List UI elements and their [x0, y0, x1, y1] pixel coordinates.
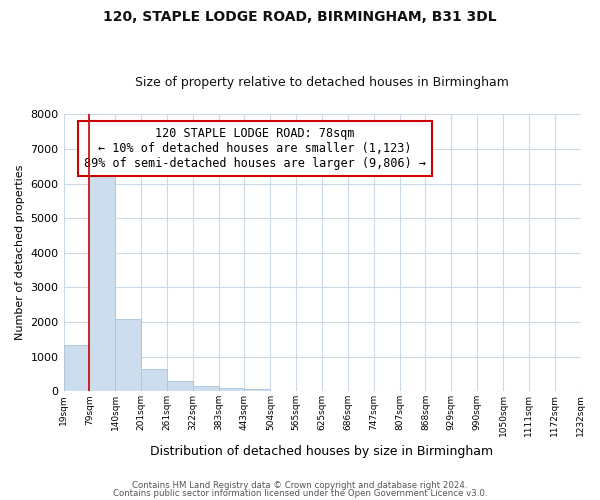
- Text: Contains HM Land Registry data © Crown copyright and database right 2024.: Contains HM Land Registry data © Crown c…: [132, 481, 468, 490]
- Text: 120 STAPLE LODGE ROAD: 78sqm
← 10% of detached houses are smaller (1,123)
89% of: 120 STAPLE LODGE ROAD: 78sqm ← 10% of de…: [84, 126, 426, 170]
- Bar: [193, 386, 218, 392]
- Bar: [218, 388, 244, 392]
- Bar: [141, 369, 167, 392]
- Bar: [64, 345, 89, 392]
- Y-axis label: Number of detached properties: Number of detached properties: [15, 165, 25, 340]
- Bar: [167, 380, 193, 392]
- Text: 120, STAPLE LODGE ROAD, BIRMINGHAM, B31 3DL: 120, STAPLE LODGE ROAD, BIRMINGHAM, B31 …: [103, 10, 497, 24]
- Bar: [115, 319, 141, 392]
- X-axis label: Distribution of detached houses by size in Birmingham: Distribution of detached houses by size …: [151, 444, 494, 458]
- Text: Contains public sector information licensed under the Open Government Licence v3: Contains public sector information licen…: [113, 488, 487, 498]
- Bar: [244, 389, 271, 392]
- Bar: [89, 163, 115, 392]
- Title: Size of property relative to detached houses in Birmingham: Size of property relative to detached ho…: [135, 76, 509, 90]
